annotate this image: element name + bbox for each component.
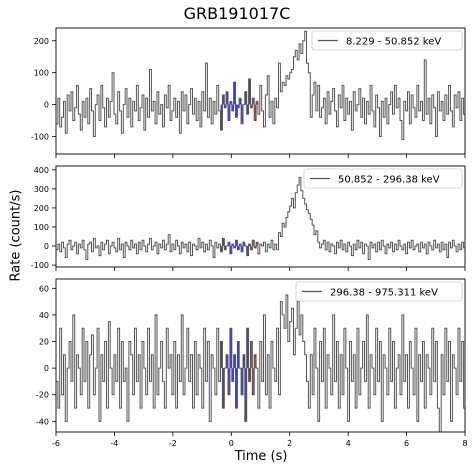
red-region-bar [250, 246, 253, 250]
blue-region-bar [239, 244, 242, 247]
blue-region-bar [231, 368, 234, 382]
x-axis-label: Time (s) [234, 449, 288, 464]
legend-label: 50.852 - 296.38 keV [338, 175, 440, 186]
blue-region-bar [224, 104, 227, 108]
blue-region-bar [246, 328, 249, 369]
y-tick-label: -40 [36, 417, 49, 426]
blue-region-bar [226, 354, 229, 369]
blue-region-bar [222, 94, 225, 105]
blue-region-bar [235, 240, 238, 247]
blue-region-bar [235, 368, 238, 409]
y-tick-label: -100 [31, 261, 49, 270]
panel-frame [55, 278, 466, 433]
blue-region-bar [241, 368, 244, 395]
x-tick-label: 6 [404, 439, 409, 448]
red-region-bar [250, 104, 253, 108]
blue-region-bar [228, 242, 231, 247]
blue-region-bar [246, 104, 249, 115]
blue-region-bar [229, 101, 233, 105]
red-region-bar [252, 240, 255, 247]
blue-region-bar [228, 104, 231, 121]
blue-region-bar [248, 244, 251, 247]
y-tick-label: 0 [44, 364, 49, 373]
legend-label: 8.229 - 50.852 keV [346, 37, 441, 48]
blue-region-bar [246, 246, 249, 256]
x-tick-label: -2 [169, 439, 177, 448]
y-tick-label: 100 [34, 69, 49, 78]
blue-region-bar [226, 91, 229, 105]
y-tick-label: 300 [34, 185, 49, 194]
legend-label: 296.38 - 975.311 keV [330, 288, 438, 299]
legend-box [303, 168, 463, 189]
red-region-bar [252, 368, 255, 395]
legend-box [311, 30, 463, 51]
panel-frame [55, 165, 466, 268]
blue-region-bar [235, 104, 238, 118]
legend-box [295, 281, 463, 302]
blue-region-bar [233, 354, 236, 369]
y-tick-label: 200 [34, 37, 49, 46]
x-tick-label: 0 [229, 439, 234, 448]
red-region-bar [256, 101, 259, 105]
blue-region-bar [220, 341, 223, 369]
red-region-bar [254, 104, 257, 121]
panel-1: -100 0 100 200 8.229 - 50.852 keV [31, 27, 466, 158]
y-tick-label: 60 [39, 284, 49, 293]
x-tick-label: 8 [462, 439, 467, 448]
y-axis-label: Rate (count/s) [8, 189, 24, 282]
y-tick-label: 100 [34, 223, 49, 232]
blue-region-bar [224, 246, 227, 250]
y-tick-label: 400 [34, 166, 49, 175]
blue-region-bar [233, 246, 236, 248]
blue-region-bar [222, 368, 225, 409]
red-region-bar [256, 242, 259, 247]
y-tick-label: 0 [44, 101, 49, 110]
figure-title: GRB191017C [183, 4, 291, 23]
panel-frame [55, 27, 466, 155]
blue-region-bar [248, 368, 251, 382]
x-tick-label: -6 [52, 439, 60, 448]
blue-region-bar [244, 91, 248, 105]
blue-region-bar [244, 368, 248, 422]
blue-region-bar [248, 79, 251, 105]
blue-region-bar [229, 246, 233, 254]
x-tick-label: 2 [287, 439, 292, 448]
blue-region-bar [242, 354, 246, 369]
y-tick-label: 40 [39, 311, 49, 320]
blue-region-bar [231, 244, 234, 247]
red-region-bar [250, 341, 253, 369]
blue-region-bar [233, 82, 236, 105]
light-curve-series [56, 294, 465, 432]
light-curve-series [56, 30, 465, 141]
y-tick-label: -100 [31, 132, 49, 141]
x-tick-label: -4 [110, 439, 118, 448]
red-region-bar [254, 354, 257, 369]
red-region-bar [252, 98, 255, 105]
y-tick-label: 200 [34, 204, 49, 213]
blue-region-bar [241, 104, 244, 124]
blue-region-bar [220, 246, 223, 252]
blue-region-bar [239, 98, 242, 105]
blue-region-bar [220, 104, 223, 131]
blue-region-bar [242, 242, 246, 247]
light-curve-series [56, 176, 465, 260]
y-tick-label: 0 [44, 242, 49, 251]
x-tick-label: 4 [346, 439, 351, 448]
blue-region-bar [241, 246, 244, 252]
panel-2: -100 0 100 200 300 400 50.852 - 296.38 keV [31, 165, 466, 271]
y-tick-label: 20 [39, 338, 49, 347]
blue-region-bar [222, 238, 225, 247]
blue-region-bar [237, 104, 240, 108]
blue-region-bar [228, 368, 231, 395]
blue-region-bar [231, 104, 234, 111]
blue-region-bar [237, 246, 240, 250]
y-tick-label: -20 [36, 391, 49, 400]
blue-region-bar [237, 341, 240, 369]
blue-region-bar [229, 328, 233, 369]
red-region-bar [254, 246, 257, 248]
